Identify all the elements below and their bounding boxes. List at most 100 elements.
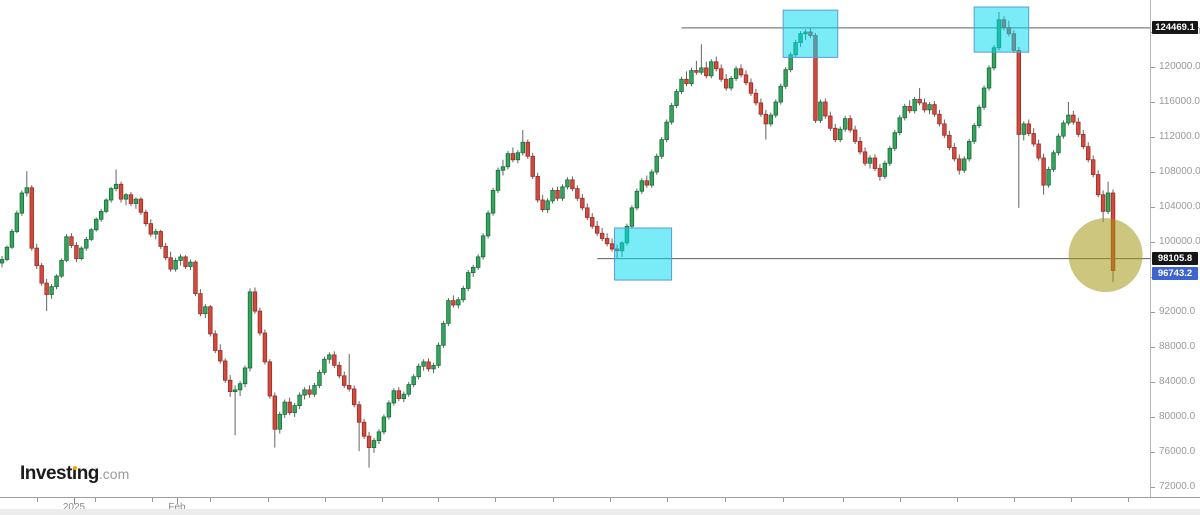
candle-body [252,291,258,312]
candle-body [128,194,134,204]
candle [758,98,764,117]
candle [59,258,64,278]
candle [1076,117,1081,138]
candle [1041,153,1046,195]
candle-body [644,180,649,186]
candle-body [704,67,709,77]
candle [441,320,446,348]
candle-body [723,78,729,89]
candle [99,208,104,222]
y-axis-tick-label: 104000.0 [1159,200,1200,212]
candle [426,358,431,372]
candle [24,171,29,197]
annotation-circle[interactable] [1068,218,1143,293]
candle-body [218,350,223,362]
candle-body [490,189,496,214]
candle [322,356,327,375]
candle-body [317,371,322,386]
candle-body [689,70,694,85]
candle-body [421,361,426,367]
y-axis-tick-mark [1151,416,1155,418]
candle [783,67,788,89]
x-axis-tick-mark [1071,498,1072,502]
candle-body [897,117,902,134]
candle [560,184,565,201]
annotation-rectangle[interactable] [782,9,839,58]
price-chart-canvas[interactable] [0,0,1150,497]
candle [401,391,406,403]
candle [590,213,595,229]
y-axis-tick-label: 112000.0 [1159,131,1200,142]
x-axis-tick-mark [553,498,554,502]
candle-body [346,385,352,390]
candle-body [158,231,163,247]
candle-body [986,67,992,89]
candle-body [272,395,277,430]
candle-body [525,141,530,157]
candle-body [852,129,858,142]
candle [94,217,99,232]
candle-body [530,155,535,177]
y-axis-tick-label: 120000.0 [1159,61,1200,73]
candle-body [947,134,952,148]
candle [753,88,759,106]
annotation-rectangle[interactable] [973,6,1030,53]
candle [366,431,372,468]
candle [733,66,739,82]
candle-body [123,194,129,200]
candle-body [213,333,218,351]
candle [495,167,501,194]
candle-body [227,379,233,393]
candle [843,116,848,132]
candle [381,414,387,435]
x-axis-label-tick [177,498,178,504]
candle-body [49,286,54,295]
candle [470,264,476,277]
candle-body [550,189,555,202]
candle-body [922,102,927,111]
candle-body [892,132,897,149]
y-axis-tick-label: 92000.0 [1159,305,1196,317]
candle [986,65,992,91]
candle-body [545,200,550,211]
candle [475,254,481,270]
candle-body [942,123,947,136]
candle [44,278,49,312]
candle [500,159,506,176]
y-axis-tick-mark [1151,67,1155,69]
candle-body [337,364,342,377]
candle-body [416,365,421,378]
candle [1086,142,1091,163]
candle [575,185,580,201]
candle-body [580,197,585,209]
candle-body [1071,114,1076,123]
y-axis[interactable]: 128000.0124000.0120000.0116000.0112000.0… [1150,0,1200,497]
candle [967,138,972,162]
candle [1056,133,1061,156]
candle-body [133,198,139,204]
candle [138,197,144,215]
candle [128,192,134,207]
candle [252,287,258,314]
candlestick-plot[interactable] [0,0,1150,497]
candle [530,152,535,180]
candle [451,295,456,308]
candle [694,60,699,75]
candle [332,351,337,368]
candle-body [585,207,590,218]
candle-body [208,306,213,335]
candle-body [401,393,406,400]
annotation-rectangle[interactable] [614,227,673,281]
candle [188,259,193,270]
candle [1061,120,1066,139]
candle [922,98,927,113]
candle-body [768,114,773,125]
candle [847,115,853,133]
candle-body [1100,194,1106,212]
candle [823,98,828,119]
candle [763,109,769,140]
candle [897,115,902,136]
y-axis-tick-label: 80000.0 [1159,410,1196,422]
candle [416,363,421,380]
candle [699,44,704,75]
